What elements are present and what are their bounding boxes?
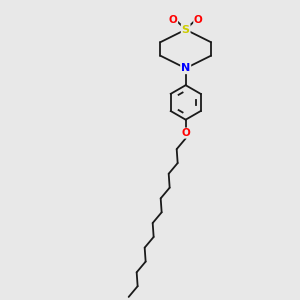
Text: N: N xyxy=(181,63,190,73)
Text: S: S xyxy=(182,25,190,34)
Text: O: O xyxy=(181,128,190,138)
Text: O: O xyxy=(194,15,203,25)
Text: O: O xyxy=(169,15,178,25)
